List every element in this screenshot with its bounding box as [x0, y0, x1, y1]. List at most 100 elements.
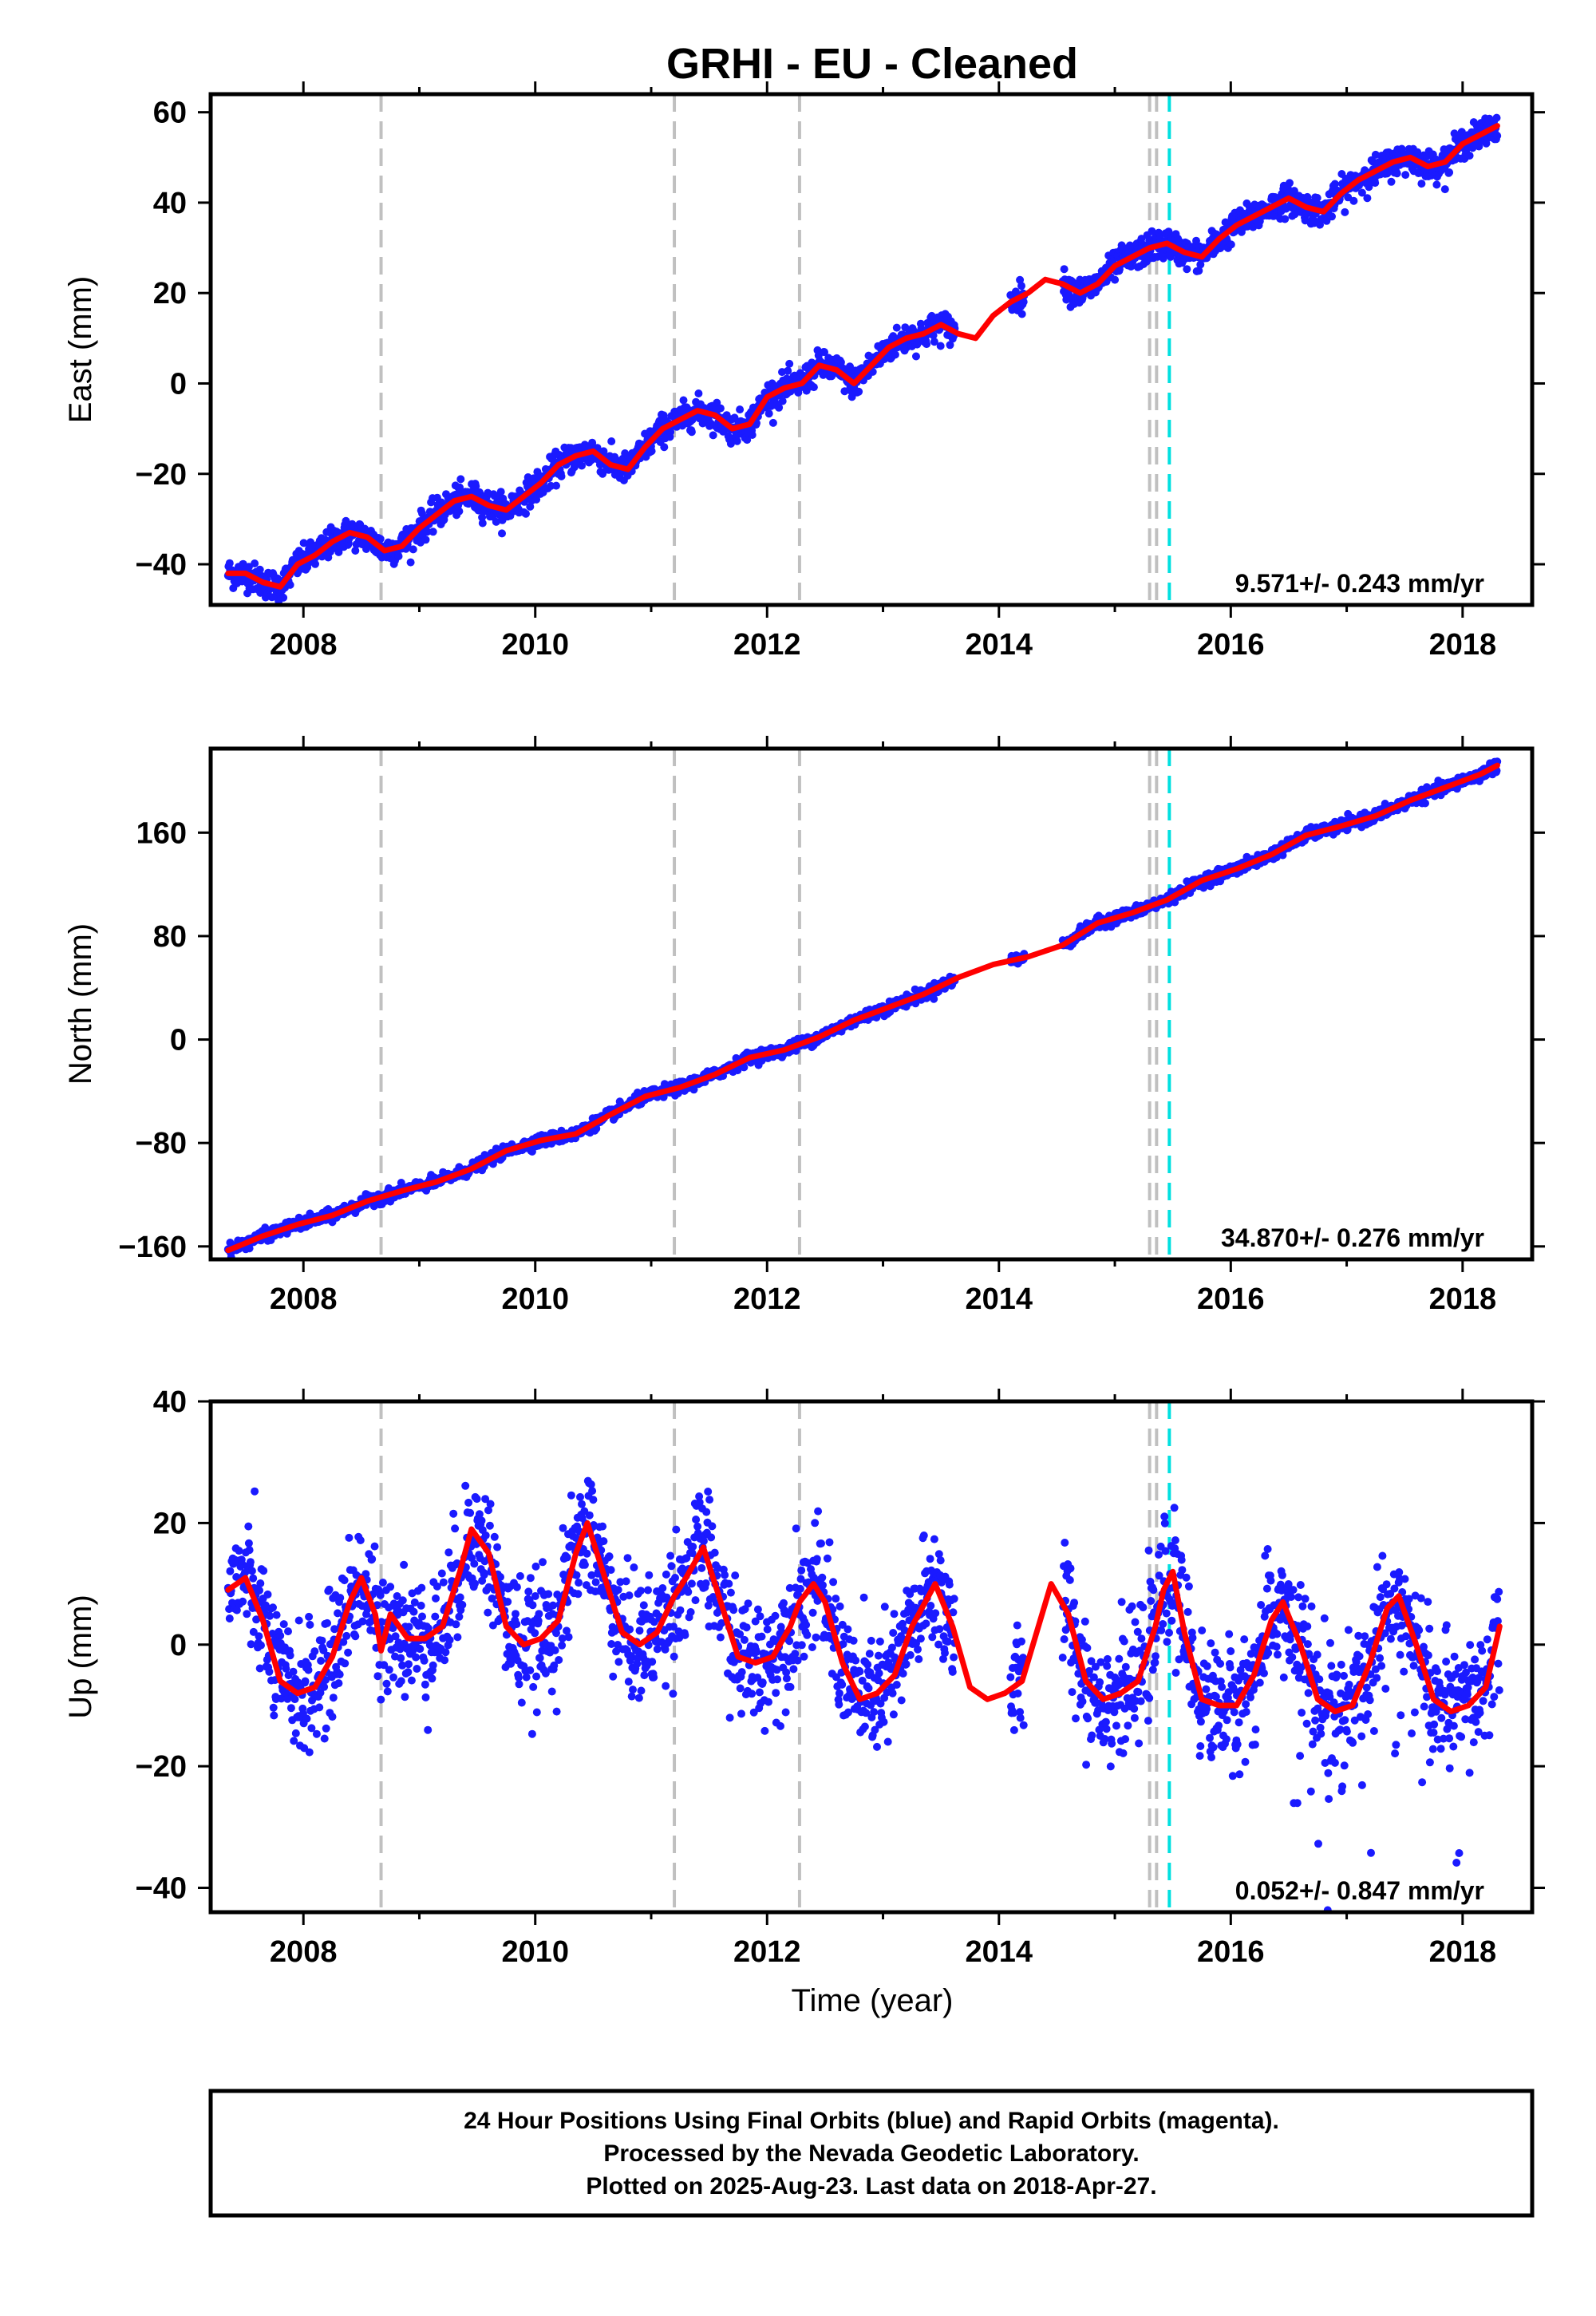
y-tick-label: 0 [170, 367, 187, 401]
y-tick-label: 80 [153, 920, 187, 954]
data-point [255, 565, 264, 574]
data-point [325, 1585, 334, 1594]
data-point [892, 323, 901, 332]
y-tick-label: −20 [136, 458, 187, 492]
data-point [478, 513, 487, 522]
data-point [733, 437, 741, 445]
data-point [294, 1616, 303, 1625]
data-point [1344, 193, 1353, 202]
data-point [1019, 298, 1028, 306]
data-point [382, 1679, 391, 1688]
data-point [1363, 194, 1372, 203]
data-point [891, 350, 899, 359]
data-point [578, 461, 586, 470]
data-point [385, 1666, 393, 1674]
data-point [335, 1670, 344, 1679]
x-tick-label: 2014 [966, 628, 1033, 662]
data-point [429, 528, 437, 536]
data-point [847, 393, 856, 401]
data-point [660, 443, 669, 452]
data-point [421, 536, 430, 544]
north-panel: 2008 2010 2012 2014 2016 2018−160−80080160Nor… [63, 736, 1545, 1316]
data-point [1417, 180, 1426, 188]
x-tick-label: 2016 [1197, 1282, 1265, 1316]
y-axis-label: North (mm) [63, 923, 98, 1085]
data-point [748, 431, 757, 439]
data-point [1255, 217, 1264, 226]
data-point [1017, 282, 1025, 290]
data-point [245, 1244, 254, 1253]
data-point [1440, 185, 1449, 194]
y-axis-label: East (mm) [63, 276, 98, 423]
data-point [820, 348, 828, 357]
data-point [784, 366, 792, 375]
data-point [400, 1560, 409, 1569]
data-point [496, 488, 505, 496]
data-point [315, 1703, 324, 1712]
data-point [405, 1622, 413, 1631]
data-point [351, 547, 360, 555]
data-point [383, 1687, 392, 1696]
data-point [255, 1632, 263, 1641]
data-point [312, 1729, 321, 1738]
data-point [922, 340, 931, 349]
data-point [334, 1679, 343, 1688]
data-point [235, 1547, 243, 1555]
data-point [687, 428, 696, 437]
data-point [912, 352, 920, 361]
data-point [472, 482, 480, 491]
east-panel: 2008 2010 2012 2014 2016 2018−40−200204060Eas… [63, 81, 1545, 662]
x-tick-label: 2010 [501, 1282, 569, 1316]
data-point [340, 1576, 349, 1585]
data-point [409, 545, 417, 554]
data-point [405, 1660, 413, 1669]
data-point [1281, 215, 1290, 223]
data-point [1492, 113, 1501, 122]
data-point [740, 1063, 749, 1072]
data-point [1313, 194, 1321, 202]
y-tick-label: −160 [118, 1231, 187, 1264]
data-point [397, 1654, 405, 1662]
data-point [265, 1667, 274, 1676]
data-point [251, 559, 259, 567]
data-point [305, 1748, 314, 1757]
data-point [840, 387, 849, 396]
data-point [244, 1522, 253, 1531]
data-point [1393, 169, 1401, 178]
data-point [778, 397, 787, 405]
data-point [929, 331, 938, 340]
data-point [247, 1567, 256, 1575]
data-point [1493, 132, 1502, 140]
data-point [286, 580, 294, 589]
data-point [263, 1590, 272, 1599]
data-point [455, 507, 464, 516]
data-point [1387, 177, 1396, 186]
data-point [245, 1546, 254, 1555]
data-point [1328, 212, 1336, 221]
data-point [406, 558, 415, 567]
data-point [407, 1676, 416, 1685]
data-point [478, 519, 487, 528]
data-point [342, 516, 350, 525]
data-point [401, 1693, 409, 1701]
data-point [588, 438, 597, 447]
data-point [936, 342, 945, 350]
data-point [768, 418, 777, 427]
data-point [270, 1711, 279, 1720]
data-point [930, 338, 938, 346]
data-point [336, 1594, 345, 1603]
data-point [1401, 171, 1410, 180]
data-point [304, 1666, 313, 1674]
data-point [290, 1695, 299, 1704]
data-point [716, 404, 725, 413]
data-point [1286, 179, 1294, 188]
x-tick-label: 2018 [1429, 1282, 1497, 1316]
data-point [557, 472, 566, 480]
y-tick-label: 0 [170, 1024, 187, 1057]
data-point [785, 359, 794, 368]
data-point [341, 1659, 350, 1668]
x-tick-label: 2010 [501, 628, 569, 662]
data-point [266, 1611, 275, 1620]
data-point [607, 437, 616, 445]
data-point [526, 502, 535, 511]
